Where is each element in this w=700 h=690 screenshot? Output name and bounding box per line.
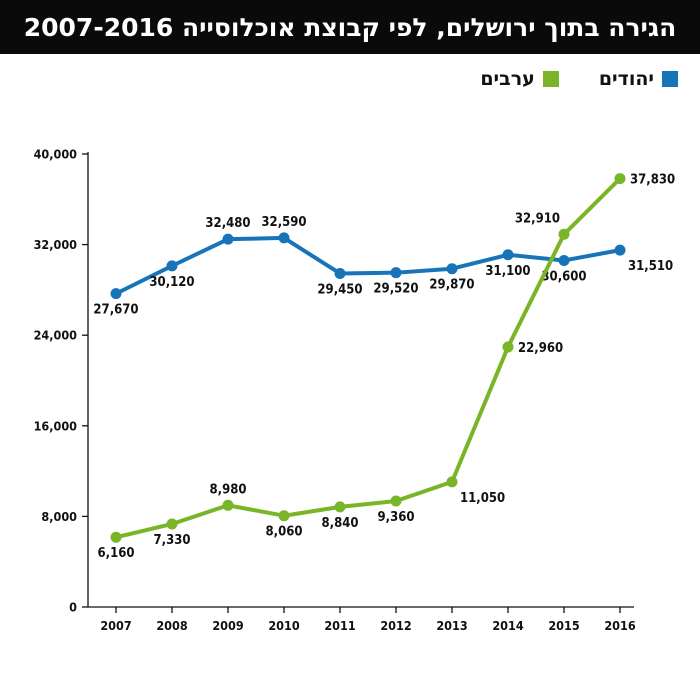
data-label: 7,330: [154, 533, 191, 548]
data-point: [110, 288, 122, 300]
y-tick-label: 32,000: [34, 237, 78, 252]
legend-label-jews: יהודים: [598, 68, 654, 90]
data-point: [558, 228, 570, 240]
data-label: 9,360: [378, 510, 415, 525]
data-label: 32,590: [261, 215, 306, 230]
data-point: [390, 495, 402, 507]
data-label: 30,600: [541, 269, 586, 284]
legend-swatch-arabs: [542, 71, 559, 87]
y-tick-label: 40,000: [34, 147, 78, 162]
x-tick-label: 2013: [436, 618, 467, 633]
data-point: [110, 531, 122, 543]
series-line: [114, 235, 622, 296]
data-point: [446, 476, 458, 488]
data-label: 8,980: [210, 482, 247, 497]
data-point: [446, 263, 458, 275]
data-label: 37,830: [630, 173, 675, 188]
data-label: 32,910: [515, 211, 560, 226]
data-point: [502, 249, 514, 261]
data-label: 8,060: [266, 525, 303, 540]
legend-item-jews: יהודים: [599, 68, 678, 90]
data-point: [334, 501, 346, 513]
title-bar: הגירה בתוך ירושלים, לפי קבוצת אוכלוסייה …: [0, 0, 700, 54]
legend-swatch-jews: [662, 71, 678, 87]
data-label: 27,670: [93, 303, 138, 318]
x-tick-label: 2007: [100, 618, 131, 633]
x-tick-label: 2011: [324, 618, 355, 633]
data-label: 6,160: [98, 546, 135, 561]
legend-label-arabs: ערבים: [480, 68, 535, 90]
data-label: 8,840: [322, 516, 359, 531]
y-tick-label: 16,000: [34, 418, 78, 433]
data-label: 22,960: [518, 341, 563, 356]
x-tick-label: 2010: [268, 618, 299, 633]
data-point: [222, 499, 234, 511]
x-tick-label: 2014: [492, 618, 523, 633]
data-point: [558, 254, 570, 266]
series-line: [114, 176, 622, 540]
data-point: [390, 267, 402, 279]
legend: יהודים ערבים: [480, 68, 678, 90]
data-label: 31,510: [628, 259, 673, 274]
data-point: [614, 173, 626, 185]
data-point: [614, 244, 626, 256]
legend-item-arabs: ערבים: [480, 68, 559, 90]
data-point: [166, 260, 178, 272]
y-tick-label: 24,000: [34, 328, 78, 343]
x-tick-label: 2012: [380, 618, 411, 633]
data-point: [278, 510, 290, 522]
y-tick-label: 0: [69, 600, 77, 615]
data-label: 31,100: [485, 264, 530, 279]
x-tick-label: 2009: [212, 618, 243, 633]
data-label: 11,050: [460, 491, 505, 506]
data-point: [166, 518, 178, 530]
x-tick-label: 2016: [604, 618, 635, 633]
chart-title: הגירה בתוך ירושלים, לפי קבוצת אוכלוסייה …: [23, 12, 677, 42]
x-tick-label: 2008: [156, 618, 187, 633]
data-point: [502, 341, 514, 353]
y-tick-label: 8,000: [41, 509, 77, 524]
x-tick-label: 2015: [548, 618, 579, 633]
data-label: 30,120: [149, 275, 194, 290]
data-point: [278, 232, 290, 244]
data-label: 29,520: [373, 282, 418, 297]
data-point: [334, 267, 346, 279]
data-label: 29,450: [317, 282, 362, 297]
data-label: 29,870: [429, 278, 474, 293]
data-point: [222, 233, 234, 245]
data-label: 32,480: [205, 216, 250, 231]
